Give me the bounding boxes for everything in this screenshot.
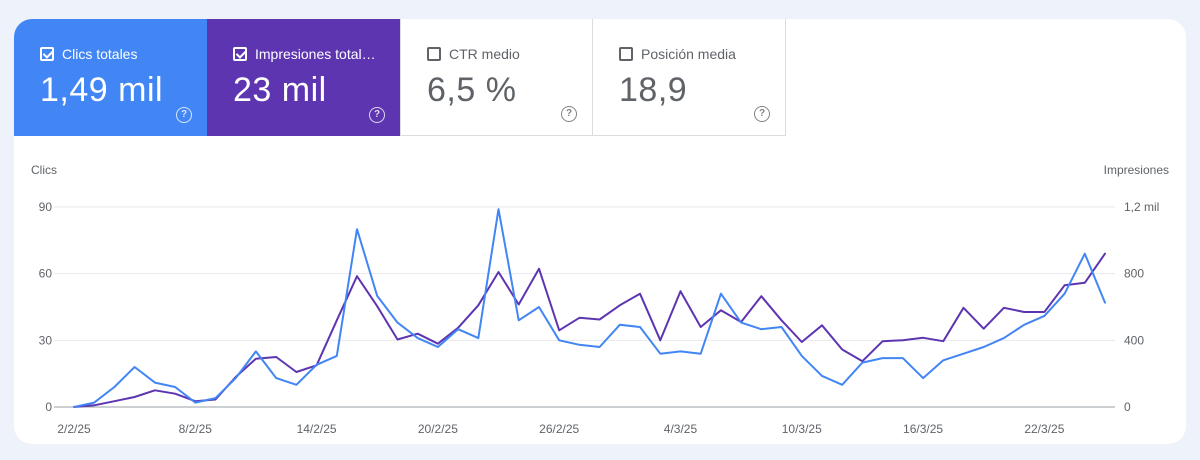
help-icon[interactable]: ? xyxy=(754,106,770,122)
checkbox-checked-icon[interactable] xyxy=(233,47,247,61)
x-tick-label: 26/2/25 xyxy=(539,422,579,436)
checkbox-checked-icon[interactable] xyxy=(40,47,54,61)
x-tick-label: 22/3/25 xyxy=(1024,422,1064,436)
x-tick-label: 4/3/25 xyxy=(664,422,698,436)
x-tick-label: 8/2/25 xyxy=(179,422,213,436)
x-tick-label: 2/2/25 xyxy=(57,422,91,436)
tile-label: CTR medio xyxy=(449,46,520,62)
tile-value: 1,49 mil xyxy=(40,71,164,109)
tile-average-position[interactable]: Posición media 18,9 ? xyxy=(593,19,786,136)
impressions-series-line xyxy=(73,252,1106,408)
right-tick-label: 1,2 mil xyxy=(1124,200,1159,214)
tile-value: 18,9 xyxy=(619,71,688,109)
help-icon[interactable]: ? xyxy=(369,107,385,123)
tile-average-ctr[interactable]: CTR medio 6,5 % ? xyxy=(400,19,593,136)
x-tick-label: 14/2/25 xyxy=(297,422,337,436)
left-tick-label: 90 xyxy=(39,200,53,214)
x-tick-label: 20/2/25 xyxy=(418,422,458,436)
left-tick-label: 60 xyxy=(39,267,53,281)
help-icon[interactable]: ? xyxy=(176,107,192,123)
tile-label: Impresiones total… xyxy=(255,46,376,62)
right-tick-label: 0 xyxy=(1124,400,1131,414)
clicks-series-line xyxy=(73,208,1106,408)
right-axis-title: Impresiones xyxy=(1104,163,1169,177)
metric-tiles: Clics totales 1,49 mil ? Impresiones tot… xyxy=(14,19,786,136)
right-tick-label: 400 xyxy=(1124,333,1144,347)
left-tick-label: 30 xyxy=(39,333,53,347)
tile-header: Clics totales xyxy=(40,46,137,62)
left-tick-label: 0 xyxy=(45,400,52,414)
checkbox-unchecked-icon[interactable] xyxy=(619,47,633,61)
x-tick-label: 16/3/25 xyxy=(903,422,943,436)
tile-header: Impresiones total… xyxy=(233,46,376,62)
checkbox-unchecked-icon[interactable] xyxy=(427,47,441,61)
tile-label: Posición media xyxy=(641,46,736,62)
tile-total-clicks[interactable]: Clics totales 1,49 mil ? xyxy=(14,19,207,136)
series-lines xyxy=(73,208,1106,408)
tile-label: Clics totales xyxy=(62,46,138,62)
x-tick-label: 10/3/25 xyxy=(782,422,822,436)
right-tick-label: 800 xyxy=(1124,267,1144,281)
tile-total-impressions[interactable]: Impresiones total… 23 mil ? xyxy=(207,19,400,136)
help-icon[interactable]: ? xyxy=(561,106,577,122)
gridlines xyxy=(54,206,1115,408)
left-axis-title: Clics xyxy=(31,163,57,177)
tile-value: 6,5 % xyxy=(427,71,517,109)
axis-ticks: 0 30 60 90 0 400 800 1,2 mil 2/2/25 8/2/25 14/2/25… xyxy=(39,200,1160,436)
tile-header: CTR medio xyxy=(427,46,520,62)
tile-value: 23 mil xyxy=(233,71,327,109)
tile-header: Posición media xyxy=(619,46,736,62)
performance-chart: Clics Impresiones 0 30 60 90 0 400 800 1,2 mil 2… xyxy=(31,163,1169,436)
performance-card: Clics totales 1,49 mil ? Impresiones tot… xyxy=(14,19,1186,444)
